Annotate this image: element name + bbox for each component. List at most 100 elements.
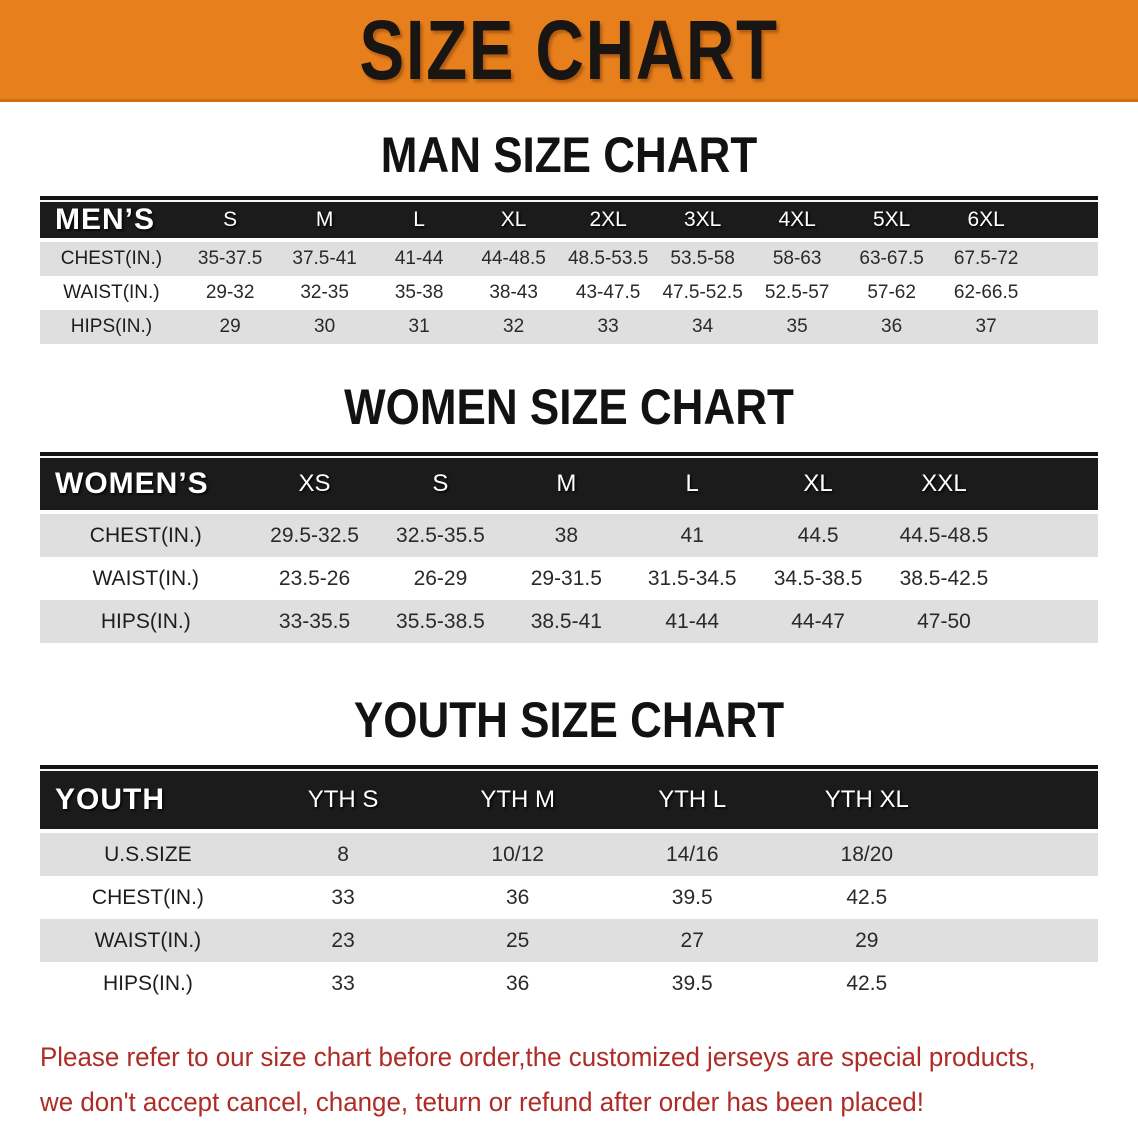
column-header: XL bbox=[755, 456, 882, 514]
table-row: U.S.SIZE 8 10/12 14/16 18/20 bbox=[40, 833, 1098, 876]
size-value-cell: 33-35.5 bbox=[251, 600, 378, 643]
spacer-cell bbox=[954, 876, 1098, 919]
size-value-cell: 29-32 bbox=[182, 276, 278, 310]
row-label: CHEST(IN.) bbox=[40, 876, 256, 919]
youth-size-table: YOUTH YTH S YTH M YTH L YTH XL U.S.SIZE 8 10/12… bbox=[40, 765, 1098, 1005]
size-value-cell: 41 bbox=[629, 514, 756, 557]
size-value-cell: 44.5-48.5 bbox=[881, 514, 1007, 557]
women-size-table: WOMEN’S XS S M L XL XXL CHEST(IN.) 29.5-32.5 32.5… bbox=[40, 452, 1098, 643]
size-value-cell: 52.5-57 bbox=[749, 276, 845, 310]
size-value-cell: 29 bbox=[779, 919, 955, 962]
size-value-cell: 34 bbox=[655, 310, 750, 344]
spacer-cell bbox=[1006, 514, 1098, 557]
row-label: HIPS(IN.) bbox=[40, 310, 183, 344]
corner-label: YOUTH bbox=[40, 769, 256, 833]
size-value-cell: 31.5-34.5 bbox=[629, 557, 756, 600]
size-value-cell: 35-38 bbox=[371, 276, 467, 310]
size-value-cell: 32-35 bbox=[277, 276, 372, 310]
section-heading-men: MAN SIZE CHART bbox=[380, 127, 758, 183]
page-title: SIZE CHART bbox=[359, 2, 779, 97]
column-header: 4XL bbox=[749, 200, 845, 242]
row-label: WAIST(IN.) bbox=[40, 276, 183, 310]
size-value-cell: 8 bbox=[255, 833, 431, 876]
notice-line-1: Please refer to our size chart before or… bbox=[40, 1042, 1036, 1072]
row-label: HIPS(IN.) bbox=[40, 962, 256, 1005]
row-label: CHEST(IN.) bbox=[40, 242, 183, 276]
size-value-cell: 32.5-35.5 bbox=[377, 514, 504, 557]
spacer-cell bbox=[1006, 600, 1098, 643]
size-value-cell: 34.5-38.5 bbox=[755, 557, 882, 600]
row-label: CHEST(IN.) bbox=[40, 514, 252, 557]
column-header: 5XL bbox=[844, 200, 939, 242]
size-value-cell: 42.5 bbox=[779, 876, 955, 919]
size-value-cell: 39.5 bbox=[604, 876, 780, 919]
notice-line-2: we don't accept cancel, change, teturn o… bbox=[40, 1087, 924, 1117]
size-value-cell: 35 bbox=[749, 310, 845, 344]
size-value-cell: 33 bbox=[255, 876, 431, 919]
men-size-table: MEN’S S M L XL 2XL 3XL 4XL 5XL 6XL CHEST(IN.) 35-37… bbox=[40, 196, 1098, 344]
size-value-cell: 43-47.5 bbox=[560, 276, 656, 310]
size-value-cell: 44-47 bbox=[755, 600, 882, 643]
table-row: CHEST(IN.) 33 36 39.5 42.5 bbox=[40, 876, 1098, 919]
size-value-cell: 18/20 bbox=[779, 833, 955, 876]
table-row: HIPS(IN.) 33-35.5 35.5-38.5 38.5-41 41-44 44-… bbox=[40, 600, 1098, 643]
size-value-cell: 35-37.5 bbox=[182, 242, 278, 276]
women-size-chart-section: WOMEN SIZE CHART WOMEN’S XS S M L XL XXL CHEST(I… bbox=[0, 382, 1138, 643]
spacer-cell bbox=[954, 833, 1098, 876]
size-value-cell: 36 bbox=[844, 310, 939, 344]
column-header: 2XL bbox=[560, 200, 656, 242]
size-value-cell: 27 bbox=[604, 919, 780, 962]
column-header: L bbox=[371, 200, 467, 242]
size-value-cell: 38.5-41 bbox=[503, 600, 630, 643]
row-label: HIPS(IN.) bbox=[40, 600, 252, 643]
column-header: 3XL bbox=[655, 200, 750, 242]
size-value-cell: 47-50 bbox=[881, 600, 1007, 643]
size-value-cell: 44-48.5 bbox=[466, 242, 561, 276]
order-notice: Please refer to our size chart before or… bbox=[40, 1035, 1098, 1125]
spacer-cell bbox=[954, 769, 1098, 833]
size-value-cell: 32 bbox=[466, 310, 561, 344]
column-header: S bbox=[377, 456, 504, 514]
section-heading-women: WOMEN SIZE CHART bbox=[344, 379, 794, 435]
column-header: YTH M bbox=[430, 769, 605, 833]
size-value-cell: 37.5-41 bbox=[277, 242, 372, 276]
size-value-cell: 14/16 bbox=[604, 833, 780, 876]
size-value-cell: 41-44 bbox=[629, 600, 756, 643]
size-value-cell: 29.5-32.5 bbox=[251, 514, 378, 557]
column-header: 6XL bbox=[938, 200, 1034, 242]
column-header: YTH L bbox=[604, 769, 780, 833]
column-header: S bbox=[182, 200, 278, 242]
row-label: WAIST(IN.) bbox=[40, 919, 256, 962]
spacer-cell bbox=[1033, 200, 1098, 242]
size-value-cell: 62-66.5 bbox=[938, 276, 1034, 310]
size-value-cell: 57-62 bbox=[844, 276, 939, 310]
size-value-cell: 38.5-42.5 bbox=[881, 557, 1007, 600]
corner-label: WOMEN’S bbox=[40, 456, 252, 514]
size-value-cell: 58-63 bbox=[749, 242, 845, 276]
size-value-cell: 33 bbox=[255, 962, 431, 1005]
column-header: M bbox=[503, 456, 630, 514]
size-value-cell: 36 bbox=[430, 876, 605, 919]
size-value-cell: 53.5-58 bbox=[655, 242, 750, 276]
youth-size-chart-section: YOUTH SIZE CHART YOUTH YTH S YTH M YTH L YTH … bbox=[0, 695, 1138, 1005]
spacer-cell bbox=[954, 962, 1098, 1005]
table-row: CHEST(IN.) 35-37.5 37.5-41 41-44 44-48.5 48.5… bbox=[40, 242, 1098, 276]
row-label: WAIST(IN.) bbox=[40, 557, 252, 600]
size-value-cell: 48.5-53.5 bbox=[560, 242, 656, 276]
column-header: XXL bbox=[881, 456, 1007, 514]
size-value-cell: 30 bbox=[277, 310, 372, 344]
header-row: MEN’S S M L XL 2XL 3XL 4XL 5XL 6XL bbox=[40, 200, 1098, 242]
spacer-cell bbox=[1033, 242, 1098, 276]
size-value-cell: 35.5-38.5 bbox=[377, 600, 504, 643]
size-value-cell: 42.5 bbox=[779, 962, 955, 1005]
size-value-cell: 37 bbox=[938, 310, 1034, 344]
size-value-cell: 38-43 bbox=[466, 276, 561, 310]
corner-label: MEN’S bbox=[40, 200, 183, 242]
header-row: YOUTH YTH S YTH M YTH L YTH XL bbox=[40, 769, 1098, 833]
column-header: YTH XL bbox=[779, 769, 955, 833]
size-value-cell: 41-44 bbox=[371, 242, 467, 276]
size-value-cell: 29-31.5 bbox=[503, 557, 630, 600]
size-value-cell: 29 bbox=[182, 310, 278, 344]
table-row: WAIST(IN.) 23.5-26 26-29 29-31.5 31.5-34.5 34… bbox=[40, 557, 1098, 600]
column-header: XS bbox=[251, 456, 378, 514]
